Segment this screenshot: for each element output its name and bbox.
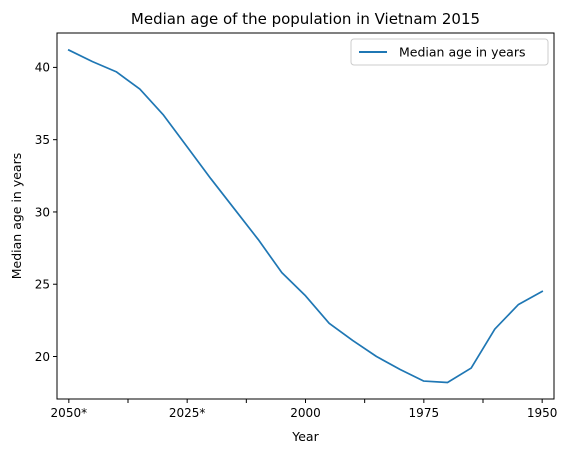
ticks-layer: 20 25 30 35 40 2050* 2025* 2000 1975 1950 [35,61,558,420]
y-tick-label: 20 [35,350,50,364]
chart-title: Median age of the population in Vietnam … [131,10,480,28]
x-tick-label: 2050* [51,406,88,420]
series-layer [67,48,544,384]
y-tick-label: 40 [35,61,50,75]
series-line [67,48,544,384]
plot-frame [56,32,555,400]
x-tick-label: 2025* [169,406,206,420]
legend-label: Median age in years [399,45,525,60]
x-axis-label: Year [291,429,319,444]
y-tick-label: 25 [35,278,50,292]
y-tick-label: 35 [35,133,50,147]
plot-area-background [57,33,554,399]
x-tick-label: 1950 [527,406,558,420]
y-tick-label: 30 [35,205,50,219]
y-axis-label: Median age in years [9,153,24,279]
x-tick-label: 1975 [409,406,440,420]
x-tick-label: 2000 [290,406,321,420]
legend: Median age in years [350,38,549,66]
legend-box [350,38,549,66]
